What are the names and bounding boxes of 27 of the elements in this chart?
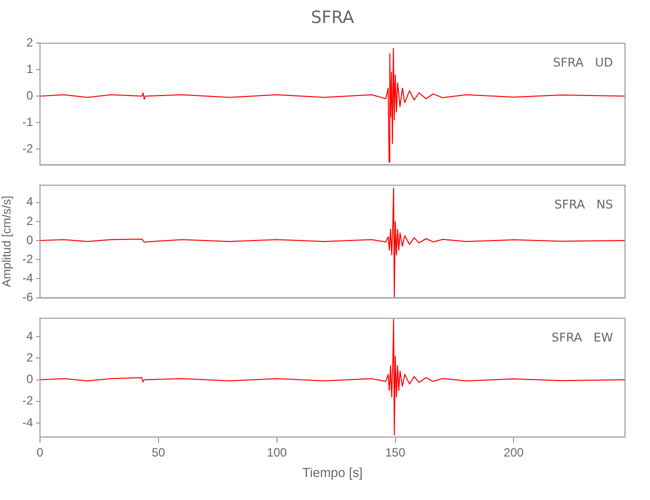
y-tick-label: 2 <box>26 214 34 228</box>
y-tick-label: -2 <box>22 252 34 266</box>
annotation: SFRA NS <box>554 197 613 212</box>
y-tick-label: 0 <box>26 372 34 386</box>
x-tick-label: 0 <box>36 446 44 460</box>
y-tick-label: -6 <box>22 290 34 304</box>
y-tick-label: 4 <box>26 328 34 343</box>
x-tick-label: 50 <box>152 446 166 460</box>
y-tick-label: -2 <box>22 394 34 408</box>
y-tick-label: -4 <box>22 271 34 286</box>
y-tick-label: 1 <box>26 62 34 76</box>
x-tick-label: 200 <box>504 446 524 460</box>
y-tick-label: 2 <box>26 350 34 364</box>
x-tick-label: 100 <box>266 446 288 460</box>
y-tick-label: -1 <box>22 114 34 129</box>
annotation: SFRA UD <box>552 55 613 70</box>
y-tick-label: 2 <box>26 36 34 50</box>
y-tick-label: 0 <box>26 88 34 102</box>
x-axis-title: Tiempo [s] <box>302 464 363 480</box>
y-axis-title: Amplitud [cm/s/s] <box>0 196 14 288</box>
y-tick-label: -4 <box>22 415 34 430</box>
y-tick-label: 4 <box>26 194 34 209</box>
chart-title: SFRA <box>310 8 356 28</box>
annotation: SFRA EW <box>552 330 614 344</box>
x-tick-label: 150 <box>385 446 406 460</box>
y-tick-label: -2 <box>22 141 34 156</box>
y-tick-label: 0 <box>26 232 34 247</box>
